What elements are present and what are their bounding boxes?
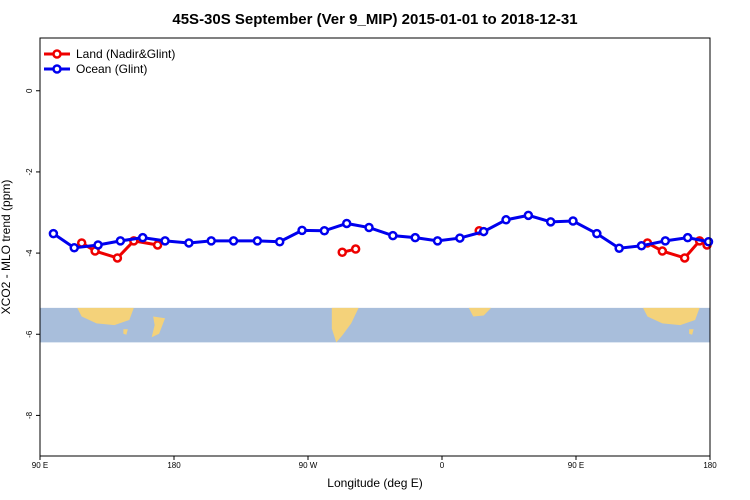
- x-tick-label: 90 E: [568, 461, 584, 470]
- data-point: [679, 253, 690, 263]
- legend-marker: [52, 49, 62, 59]
- x-tick-label: 0: [440, 461, 445, 470]
- data-point: [93, 240, 103, 250]
- data-point: [341, 218, 352, 229]
- world-map-strip: [40, 307, 710, 343]
- data-point: [274, 236, 285, 247]
- data-point: [350, 244, 361, 254]
- legend: Land (Nadir&Glint)Ocean (Glint): [44, 47, 175, 76]
- x-tick-label: 90 W: [299, 461, 318, 470]
- data-point: [137, 232, 148, 243]
- data-point: [48, 228, 59, 239]
- data-point: [660, 236, 671, 246]
- data-point: [657, 246, 668, 256]
- data-point: [152, 240, 163, 250]
- land-shape: [77, 307, 134, 326]
- data-point: [337, 247, 347, 258]
- land-shape: [331, 307, 359, 343]
- x-axis: 90 E 180 90 W 0 90 E 180: [32, 456, 717, 470]
- y-tick-label: 0: [25, 88, 34, 93]
- data-point: [319, 226, 330, 236]
- data-point: [69, 243, 79, 253]
- legend-label: Land (Nadir&Glint): [76, 47, 175, 61]
- data-point: [682, 232, 693, 243]
- x-tick-label: 180: [703, 461, 717, 470]
- data-point: [455, 233, 465, 243]
- data-point: [501, 215, 511, 225]
- data-point: [636, 241, 647, 251]
- series-ocean: [48, 210, 714, 253]
- data-point: [478, 226, 489, 237]
- data-point: [206, 236, 216, 246]
- land-shape: [123, 329, 128, 335]
- plot-frame: [39, 37, 711, 457]
- data-point: [252, 236, 263, 246]
- land-shape: [468, 307, 492, 317]
- data-point: [545, 217, 556, 227]
- data-point: [592, 228, 602, 239]
- y-tick-label: -8: [25, 411, 34, 419]
- y-axis: 0 -2 -4 -6 -8: [25, 88, 40, 419]
- ocean-band: [40, 307, 710, 343]
- data-point: [160, 236, 170, 246]
- y-tick-label: -6: [25, 330, 34, 338]
- data-point: [112, 253, 123, 263]
- data-point: [432, 236, 443, 246]
- x-tick-label: 90 E: [32, 461, 48, 470]
- x-axis-label: Longitude (deg E): [327, 476, 422, 490]
- legend-label: Ocean (Glint): [76, 62, 147, 76]
- data-point: [388, 230, 398, 241]
- y-axis-label: XCO2 - MLO trend (ppm): [0, 180, 13, 315]
- land-shape: [151, 316, 166, 338]
- chart-title: 45S-30S September (Ver 9_MIP) 2015-01-01…: [172, 11, 577, 28]
- data-point: [115, 236, 126, 246]
- data-point: [568, 216, 578, 226]
- data-point: [614, 243, 624, 253]
- series-layer: [48, 210, 714, 263]
- data-point: [228, 236, 239, 246]
- data-point: [184, 238, 194, 248]
- legend-marker: [52, 64, 62, 74]
- data-point: [523, 210, 534, 221]
- land-shape: [689, 329, 694, 335]
- land-shape: [643, 307, 700, 326]
- y-tick-label: -2: [25, 168, 34, 176]
- data-point: [364, 222, 374, 233]
- data-point: [703, 236, 714, 247]
- data-point: [410, 232, 420, 243]
- data-point: [297, 225, 307, 236]
- y-tick-label: -4: [25, 249, 34, 257]
- x-tick-label: 180: [167, 461, 181, 470]
